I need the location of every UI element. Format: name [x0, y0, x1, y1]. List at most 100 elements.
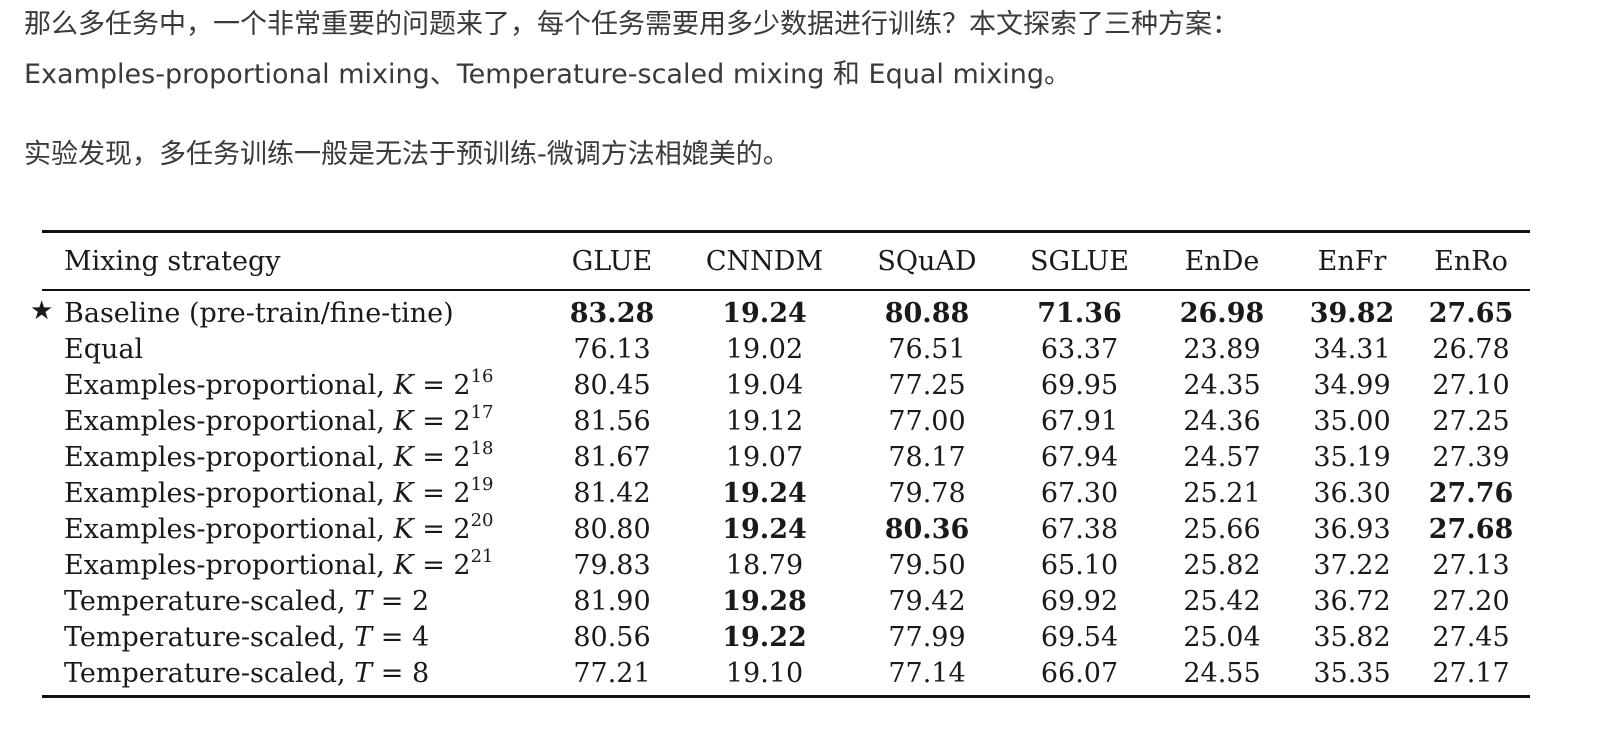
score-cell: 80.88: [884, 297, 970, 329]
strategy-variable: K: [393, 549, 414, 581]
strategy-cell: Examples-proportional, K = 217: [42, 403, 542, 439]
score-cell: 34.31: [1313, 333, 1391, 365]
strategy-exponent: 18: [470, 437, 494, 459]
score-cell: 79.50: [888, 549, 966, 581]
strategy-cell: ★ Baseline (pre-train/fine-tine): [30, 290, 542, 331]
score-cell: 79.42: [888, 585, 966, 617]
score-cell: 80.56: [573, 621, 651, 653]
score-cell: 34.99: [1313, 369, 1391, 401]
strategy-exponent: 21: [470, 545, 494, 567]
strategy-label: Examples-proportional,: [64, 405, 394, 437]
score-cell: 19.24: [722, 297, 807, 329]
header-ende: EnDe: [1152, 233, 1292, 291]
strategy-equals: =: [413, 549, 454, 581]
score-cell: 23.89: [1183, 333, 1261, 365]
header-cnndm: CNNDM: [682, 233, 847, 291]
strategy-label: Baseline (pre-train/fine-tine): [64, 297, 454, 329]
strategy-cell: Temperature-scaled, T = 8: [42, 655, 542, 695]
score-cell: 25.21: [1183, 477, 1261, 509]
table-row: Temperature-scaled, T = 4 80.56 19.22 77.99…: [42, 619, 1530, 655]
finding-paragraph: 实验发现，多任务训练一般是无法于预训练-微调方法相媲美的。: [24, 139, 790, 170]
score-cell: 19.04: [725, 369, 804, 401]
score-cell: 77.14: [888, 657, 966, 689]
score-cell: 35.19: [1313, 441, 1391, 473]
results-table: Mixing strategy GLUE CNNDM SQuAD SGLUE E…: [30, 233, 1530, 695]
score-cell: 19.22: [722, 621, 807, 653]
score-cell: 76.13: [573, 333, 651, 365]
strategy-label: Examples-proportional,: [64, 477, 394, 509]
score-cell: 26.78: [1432, 333, 1510, 365]
score-cell: 79.78: [888, 477, 966, 509]
score-cell: 80.45: [573, 369, 651, 401]
strategy-exponent: 19: [470, 473, 494, 495]
score-cell: 67.38: [1040, 513, 1119, 545]
score-cell: 25.82: [1183, 549, 1261, 581]
strategy-label: Equal: [64, 333, 144, 365]
score-cell: 77.25: [888, 369, 966, 401]
score-cell: 69.92: [1040, 585, 1119, 617]
strategy-equals: =: [372, 585, 412, 617]
score-cell: 18.79: [725, 549, 804, 581]
score-cell: 81.90: [573, 585, 651, 617]
strategy-cell: Examples-proportional, K = 219: [42, 475, 542, 511]
score-cell: 79.83: [573, 549, 651, 581]
score-cell: 35.35: [1313, 657, 1391, 689]
score-cell: 76.51: [888, 333, 966, 365]
table-row: Temperature-scaled, T = 2 81.90 19.28 79.42…: [42, 583, 1530, 619]
table-row: Examples-proportional, K = 219 81.42 19.24…: [42, 475, 1530, 511]
header-glue: GLUE: [542, 233, 682, 291]
strategy-variable: K: [393, 405, 414, 437]
table-row: ★ Baseline (pre-train/fine-tine) 83.28 19.2…: [30, 290, 1530, 331]
strategy-equals: =: [413, 369, 454, 401]
score-cell: 81.42: [573, 477, 651, 509]
strategy-equals: =: [413, 477, 454, 509]
table-row: Examples-proportional, K = 216 80.45 19.04…: [42, 367, 1530, 403]
score-cell: 27.68: [1428, 513, 1514, 545]
score-cell: 19.07: [725, 441, 804, 473]
header-enfr: EnFr: [1292, 233, 1412, 291]
score-cell: 36.93: [1313, 513, 1391, 545]
score-cell: 27.13: [1432, 549, 1510, 581]
score-cell: 67.94: [1040, 441, 1119, 473]
score-cell: 24.36: [1183, 405, 1261, 437]
intro-line-1: 那么多任务中，一个非常重要的问题来了，每个任务需要用多少数据进行训练？本文探索了…: [24, 9, 1239, 40]
score-cell: 19.02: [725, 333, 804, 365]
score-cell: 24.55: [1183, 657, 1261, 689]
strategy-label: Examples-proportional,: [64, 369, 394, 401]
score-cell: 36.72: [1313, 585, 1391, 617]
score-cell: 39.82: [1309, 297, 1395, 329]
strategy-equals: =: [413, 441, 454, 473]
strategy-variable: T: [354, 585, 373, 617]
score-cell: 71.36: [1037, 297, 1122, 329]
strategy-cell: Examples-proportional, K = 218: [42, 439, 542, 475]
strategy-cell: Examples-proportional, K = 220: [42, 511, 542, 547]
strategy-equals: =: [413, 405, 454, 437]
score-cell: 27.45: [1432, 621, 1510, 653]
score-cell: 83.28: [569, 297, 655, 329]
score-cell: 78.17: [888, 441, 966, 473]
star-icon: ★: [30, 296, 54, 326]
strategy-value: 2: [453, 513, 471, 545]
table-row: Equal 76.13 19.02 76.51 63.37 23.89 34.31 26.78: [42, 331, 1530, 367]
strategy-equals: =: [372, 621, 412, 653]
table-row: Examples-proportional, K = 217 81.56 19.12…: [42, 403, 1530, 439]
score-cell: 67.91: [1040, 405, 1119, 437]
score-cell: 27.25: [1432, 405, 1510, 437]
strategy-cell: Temperature-scaled, T = 2: [42, 583, 542, 619]
strategy-variable: K: [393, 369, 414, 401]
strategy-equals: =: [372, 657, 412, 689]
score-cell: 24.35: [1183, 369, 1261, 401]
score-cell: 67.30: [1040, 477, 1119, 509]
score-cell: 66.07: [1040, 657, 1119, 689]
strategy-value: 8: [411, 657, 430, 689]
score-cell: 19.28: [722, 585, 807, 617]
strategy-value: 2: [411, 585, 430, 617]
score-cell: 27.39: [1432, 441, 1510, 473]
strategy-variable: K: [393, 441, 414, 473]
strategy-value: 2: [453, 477, 471, 509]
score-cell: 63.37: [1040, 333, 1119, 365]
header-squad: SQuAD: [847, 233, 1007, 291]
table-header-row: Mixing strategy GLUE CNNDM SQuAD SGLUE E…: [42, 233, 1530, 291]
header-enro: EnRo: [1412, 233, 1530, 291]
strategy-cell: Temperature-scaled, T = 4: [42, 619, 542, 655]
